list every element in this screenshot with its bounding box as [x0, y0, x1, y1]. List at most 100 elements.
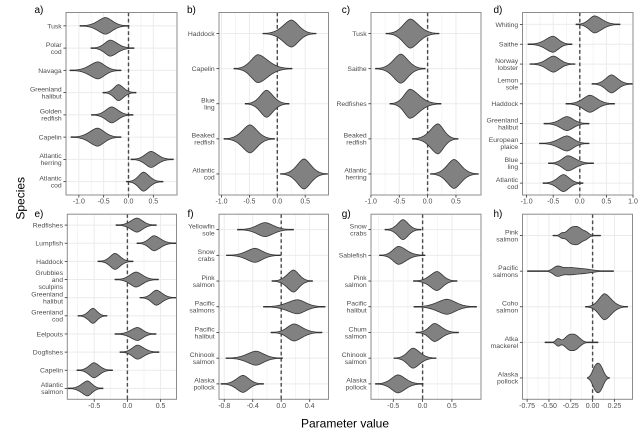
svg-text:Parameter value: Parameter value — [301, 417, 389, 431]
svg-text:Pink: Pink — [201, 275, 215, 282]
svg-text:salmons: salmons — [493, 272, 519, 279]
svg-text:Alaska: Alaska — [194, 378, 215, 385]
svg-text:Yellowfin: Yellowfin — [188, 223, 215, 230]
svg-text:-1.0: -1.0 — [215, 199, 227, 206]
svg-text:-1.0: -1.0 — [521, 199, 533, 206]
svg-text:Dogfishes: Dogfishes — [33, 350, 64, 357]
svg-text:Pacific: Pacific — [498, 265, 519, 272]
svg-text:Alaska: Alaska — [498, 372, 519, 379]
svg-text:ling: ling — [204, 105, 215, 112]
svg-text:halibut: halibut — [43, 298, 63, 305]
svg-text:salmons: salmons — [189, 308, 215, 315]
svg-text:Polar: Polar — [46, 42, 63, 49]
svg-text:a): a) — [35, 5, 44, 16]
svg-text:-0.5: -0.5 — [387, 403, 399, 410]
svg-text:0.0: 0.0 — [123, 403, 133, 410]
svg-text:Navaga: Navaga — [38, 68, 62, 75]
svg-text:cod: cod — [51, 182, 62, 189]
svg-text:cod: cod — [52, 317, 63, 324]
svg-text:Beaked: Beaked — [192, 133, 215, 140]
svg-text:Alaska: Alaska — [346, 378, 367, 385]
svg-text:Capelin: Capelin — [39, 135, 62, 142]
svg-text:-0.5: -0.5 — [88, 403, 100, 410]
svg-text:halibut: halibut — [498, 124, 518, 131]
svg-text:salmon: salmon — [345, 359, 367, 366]
svg-text:Blue: Blue — [505, 157, 519, 164]
svg-text:g): g) — [342, 209, 351, 220]
svg-text:-1.0: -1.0 — [73, 199, 85, 206]
svg-text:-1.0: -1.0 — [365, 199, 377, 206]
svg-text:Snow: Snow — [198, 249, 215, 256]
svg-text:0.5: 0.5 — [300, 199, 310, 206]
svg-text:Norway: Norway — [495, 58, 519, 65]
svg-text:Saithe: Saithe — [499, 42, 518, 49]
svg-text:Tusk: Tusk — [352, 31, 367, 38]
svg-text:redfish: redfish — [194, 140, 215, 147]
svg-text:0.0: 0.0 — [272, 199, 282, 206]
svg-text:salmon: salmon — [345, 333, 367, 340]
svg-text:cod: cod — [204, 175, 215, 182]
svg-text:0.5: 0.5 — [148, 199, 158, 206]
svg-text:Snow: Snow — [350, 223, 367, 230]
svg-text:-0.5: -0.5 — [393, 199, 405, 206]
svg-text:0.5: 0.5 — [451, 199, 461, 206]
svg-text:lobster: lobster — [498, 65, 519, 72]
svg-text:mackerel: mackerel — [491, 343, 519, 350]
svg-text:Saithe: Saithe — [347, 66, 366, 73]
svg-text:0.0: 0.0 — [124, 199, 134, 206]
svg-text:halibut: halibut — [42, 93, 62, 100]
svg-text:cod: cod — [51, 49, 62, 56]
svg-text:0.0: 0.0 — [276, 403, 286, 410]
svg-text:Beaked: Beaked — [344, 133, 367, 140]
svg-text:Golden: Golden — [40, 109, 62, 116]
svg-text:0.25: 0.25 — [608, 403, 622, 410]
svg-text:redfish: redfish — [346, 140, 367, 147]
svg-text:cod: cod — [507, 184, 518, 191]
svg-text:Chinook: Chinook — [342, 352, 368, 359]
svg-text:-0.5: -0.5 — [98, 199, 110, 206]
svg-text:Haddock: Haddock — [188, 31, 215, 38]
svg-text:Sablefish: Sablefish — [339, 253, 367, 260]
svg-text:Pacific: Pacific — [195, 301, 216, 308]
svg-text:0.5: 0.5 — [447, 403, 457, 410]
svg-text:Greenland: Greenland — [30, 86, 62, 93]
svg-text:Blue: Blue — [201, 98, 215, 105]
svg-text:1.0: 1.0 — [628, 199, 638, 206]
svg-text:halibut: halibut — [347, 308, 367, 315]
svg-text:plaice: plaice — [500, 144, 518, 151]
svg-text:herring: herring — [41, 160, 62, 167]
svg-text:Lumpfish: Lumpfish — [35, 241, 63, 248]
svg-text:c): c) — [342, 5, 350, 16]
svg-text:Atlantic: Atlantic — [41, 382, 64, 389]
svg-text:0.4: 0.4 — [305, 403, 315, 410]
svg-text:pollock: pollock — [346, 385, 368, 392]
svg-text:sculpins: sculpins — [38, 284, 63, 291]
svg-text:0.0: 0.0 — [575, 199, 585, 206]
svg-text:Whiting: Whiting — [496, 22, 519, 29]
svg-text:Coho: Coho — [502, 301, 518, 308]
svg-text:0.0: 0.0 — [423, 199, 433, 206]
svg-text:Atlantic: Atlantic — [496, 177, 519, 184]
svg-text:Chum: Chum — [349, 326, 367, 333]
svg-text:Capelin: Capelin — [192, 66, 215, 73]
svg-text:Haddock: Haddock — [36, 259, 63, 266]
svg-text:Haddock: Haddock — [491, 101, 518, 108]
svg-text:e): e) — [35, 209, 44, 220]
svg-text:Tusk: Tusk — [47, 23, 62, 30]
svg-text:Pacific: Pacific — [195, 326, 216, 333]
svg-text:0.5: 0.5 — [602, 199, 612, 206]
svg-text:-0.4: -0.4 — [247, 403, 259, 410]
svg-text:-0.5: -0.5 — [243, 199, 255, 206]
svg-text:Capelin: Capelin — [40, 368, 63, 375]
svg-text:Greenland: Greenland — [31, 291, 63, 298]
svg-text:salmon: salmon — [496, 308, 518, 315]
svg-text:Pink: Pink — [353, 275, 367, 282]
svg-text:-0.75: -0.75 — [519, 403, 535, 410]
svg-text:Atlantic: Atlantic — [39, 175, 62, 182]
svg-text:-0.8: -0.8 — [218, 403, 230, 410]
svg-text:salmon: salmon — [193, 359, 215, 366]
svg-text:Pacific: Pacific — [347, 301, 368, 308]
svg-text:salmon: salmon — [496, 236, 518, 243]
svg-text:-0.50: -0.50 — [541, 403, 557, 410]
svg-text:0.00: 0.00 — [586, 403, 600, 410]
